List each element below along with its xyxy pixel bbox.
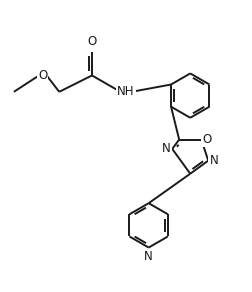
Text: O: O (38, 69, 47, 82)
Text: O: O (87, 35, 97, 48)
Text: O: O (202, 133, 211, 146)
Text: N: N (209, 154, 218, 167)
Text: NH: NH (117, 85, 135, 98)
Text: N: N (162, 142, 171, 155)
Text: N: N (144, 250, 153, 263)
